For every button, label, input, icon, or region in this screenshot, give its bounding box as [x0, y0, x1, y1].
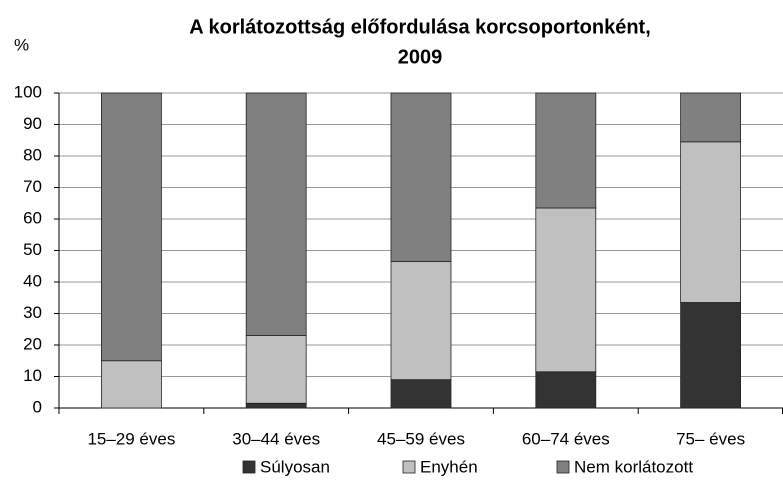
y-tick-label: 50	[23, 240, 42, 259]
y-axis-label: %	[14, 35, 29, 54]
legend-swatch	[402, 460, 416, 474]
y-tick-label: 30	[23, 303, 42, 322]
x-tick-label: 45–59 éves	[377, 429, 465, 448]
bar-segment	[245, 92, 307, 336]
chart-title: A korlátozottság előfordulása korcsoport…	[189, 16, 651, 38]
bar-segment	[390, 92, 452, 262]
legend-swatch	[556, 460, 570, 474]
legend-label: Nem korlátozott	[574, 457, 693, 476]
bar-segment	[390, 379, 452, 409]
bar-segment	[390, 261, 452, 381]
bar-segment	[535, 207, 597, 373]
bar-segment	[245, 402, 307, 409]
bar-segment	[535, 371, 597, 409]
y-tick-label: 10	[23, 366, 42, 385]
chart-title: 2009	[398, 46, 443, 68]
bar-segment	[245, 335, 307, 404]
y-tick-label: 80	[23, 145, 42, 164]
bar-segment	[680, 141, 741, 303]
y-tick-label: 0	[33, 397, 42, 416]
x-tick-label: 60–74 éves	[522, 429, 610, 448]
bar-segment	[680, 92, 741, 143]
y-tick-label: 70	[23, 177, 42, 196]
y-tick-label: 20	[23, 334, 42, 353]
y-tick-label: 100	[14, 82, 42, 101]
bar-segment	[101, 360, 162, 409]
bar-segment	[535, 92, 597, 209]
x-tick-label: 15–29 éves	[87, 429, 175, 448]
y-tick-label: 40	[23, 271, 42, 290]
x-tick-label: 75– éves	[676, 429, 745, 448]
legend-swatch	[242, 460, 256, 474]
y-tick-label: 90	[23, 114, 42, 133]
bar-segment	[680, 302, 741, 409]
legend-label: Enyhén	[420, 457, 478, 476]
x-tick-label: 30–44 éves	[232, 429, 320, 448]
legend-label: Súlyosan	[260, 457, 330, 476]
y-tick-label: 60	[23, 208, 42, 227]
bar-segment	[101, 92, 162, 362]
